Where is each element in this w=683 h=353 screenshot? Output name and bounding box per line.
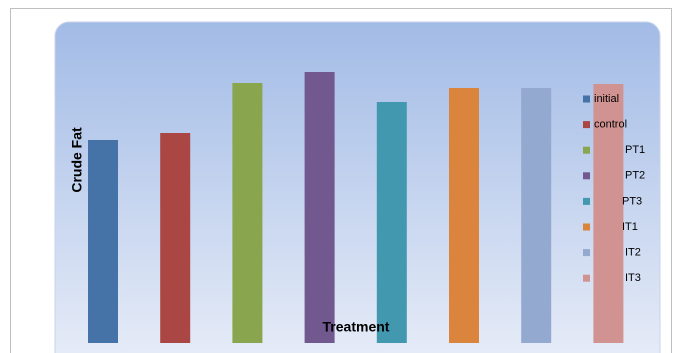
legend-label: initial [594, 93, 619, 105]
legend-swatch [583, 249, 590, 257]
bar [521, 88, 552, 343]
legend-swatch [583, 197, 590, 205]
bar [593, 84, 624, 343]
legend-swatch [583, 95, 590, 103]
legend-label: PT3 [622, 195, 642, 207]
plot-area [54, 21, 661, 353]
legend-label: IT2 [625, 247, 641, 259]
legend-label: control [594, 119, 627, 131]
marks [88, 72, 624, 343]
legend-swatch [583, 274, 590, 282]
legend-swatch [583, 172, 590, 180]
y-axis-title: Crude Fat [69, 127, 85, 193]
bar [88, 140, 118, 343]
legend-swatch [583, 146, 590, 154]
bar [160, 133, 191, 343]
bar [376, 102, 407, 343]
legend-label: IT1 [622, 221, 638, 233]
legend-label: PT1 [625, 144, 645, 156]
legend-label: PT2 [625, 170, 645, 182]
legend-swatch [583, 121, 590, 129]
x-axis-title: Treatment [323, 319, 390, 335]
bar [232, 83, 263, 343]
legend-label: IT3 [625, 272, 641, 284]
legend-swatch [583, 223, 590, 231]
bar [304, 72, 335, 343]
bar [449, 88, 479, 343]
